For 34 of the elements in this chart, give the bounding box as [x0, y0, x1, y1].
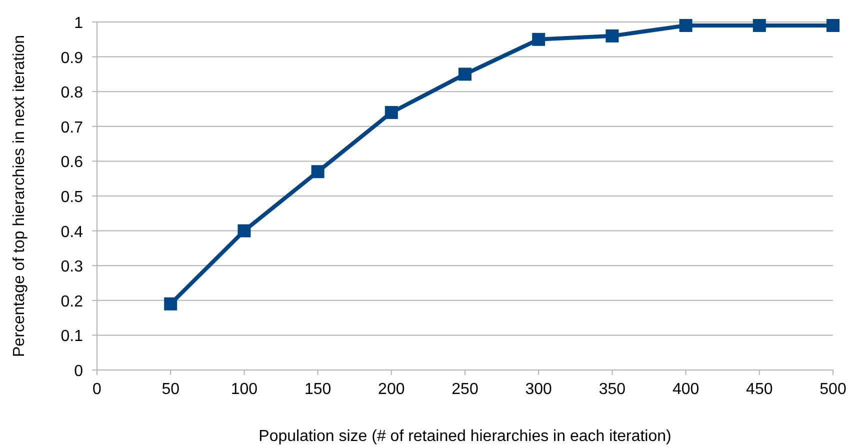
point	[826, 18, 840, 32]
point	[238, 224, 251, 238]
point	[384, 106, 398, 119]
x-tick-label: 500	[820, 381, 846, 398]
y-tick-label: 0.8	[60, 84, 84, 102]
y-tick-label: 0.4	[60, 224, 84, 241]
x-tick-label: 350	[598, 381, 626, 398]
y-tick-label: 0.3	[60, 258, 84, 276]
x-tick-label: 100	[230, 381, 258, 398]
y-tick-label: 0.9	[60, 50, 84, 67]
y-tick-label: 0.5	[60, 189, 84, 206]
point	[458, 68, 472, 81]
point	[164, 297, 178, 310]
x-tick-label: 0	[92, 381, 102, 398]
y-tick-label: 0	[74, 363, 84, 380]
y-tick-label: 0.6	[60, 154, 84, 172]
x-tick-label: 450	[746, 381, 773, 398]
x-axis-title: Population size (# of retained hierarchies in each iteration)	[258, 428, 672, 445]
x-tick-label: 200	[378, 381, 405, 398]
x-tick-label: 250	[452, 381, 478, 398]
y-tick-label: 1	[74, 15, 84, 32]
y-tick-label: 0.1	[60, 328, 84, 346]
y-tick-label: 0.2	[60, 293, 84, 310]
y-axis-title: Percentage of top hierarchies in next iteration	[11, 35, 28, 357]
point	[752, 18, 766, 32]
x-tick-label: 50	[162, 381, 180, 398]
point	[606, 29, 619, 42]
point	[532, 32, 546, 46]
x-tick-label: 400	[672, 381, 700, 398]
y-tick-label: 0.7	[60, 119, 84, 136]
point	[311, 165, 324, 178]
point	[679, 18, 692, 32]
x-tick-label: 300	[525, 381, 552, 398]
x-tick-label: 150	[304, 381, 332, 398]
